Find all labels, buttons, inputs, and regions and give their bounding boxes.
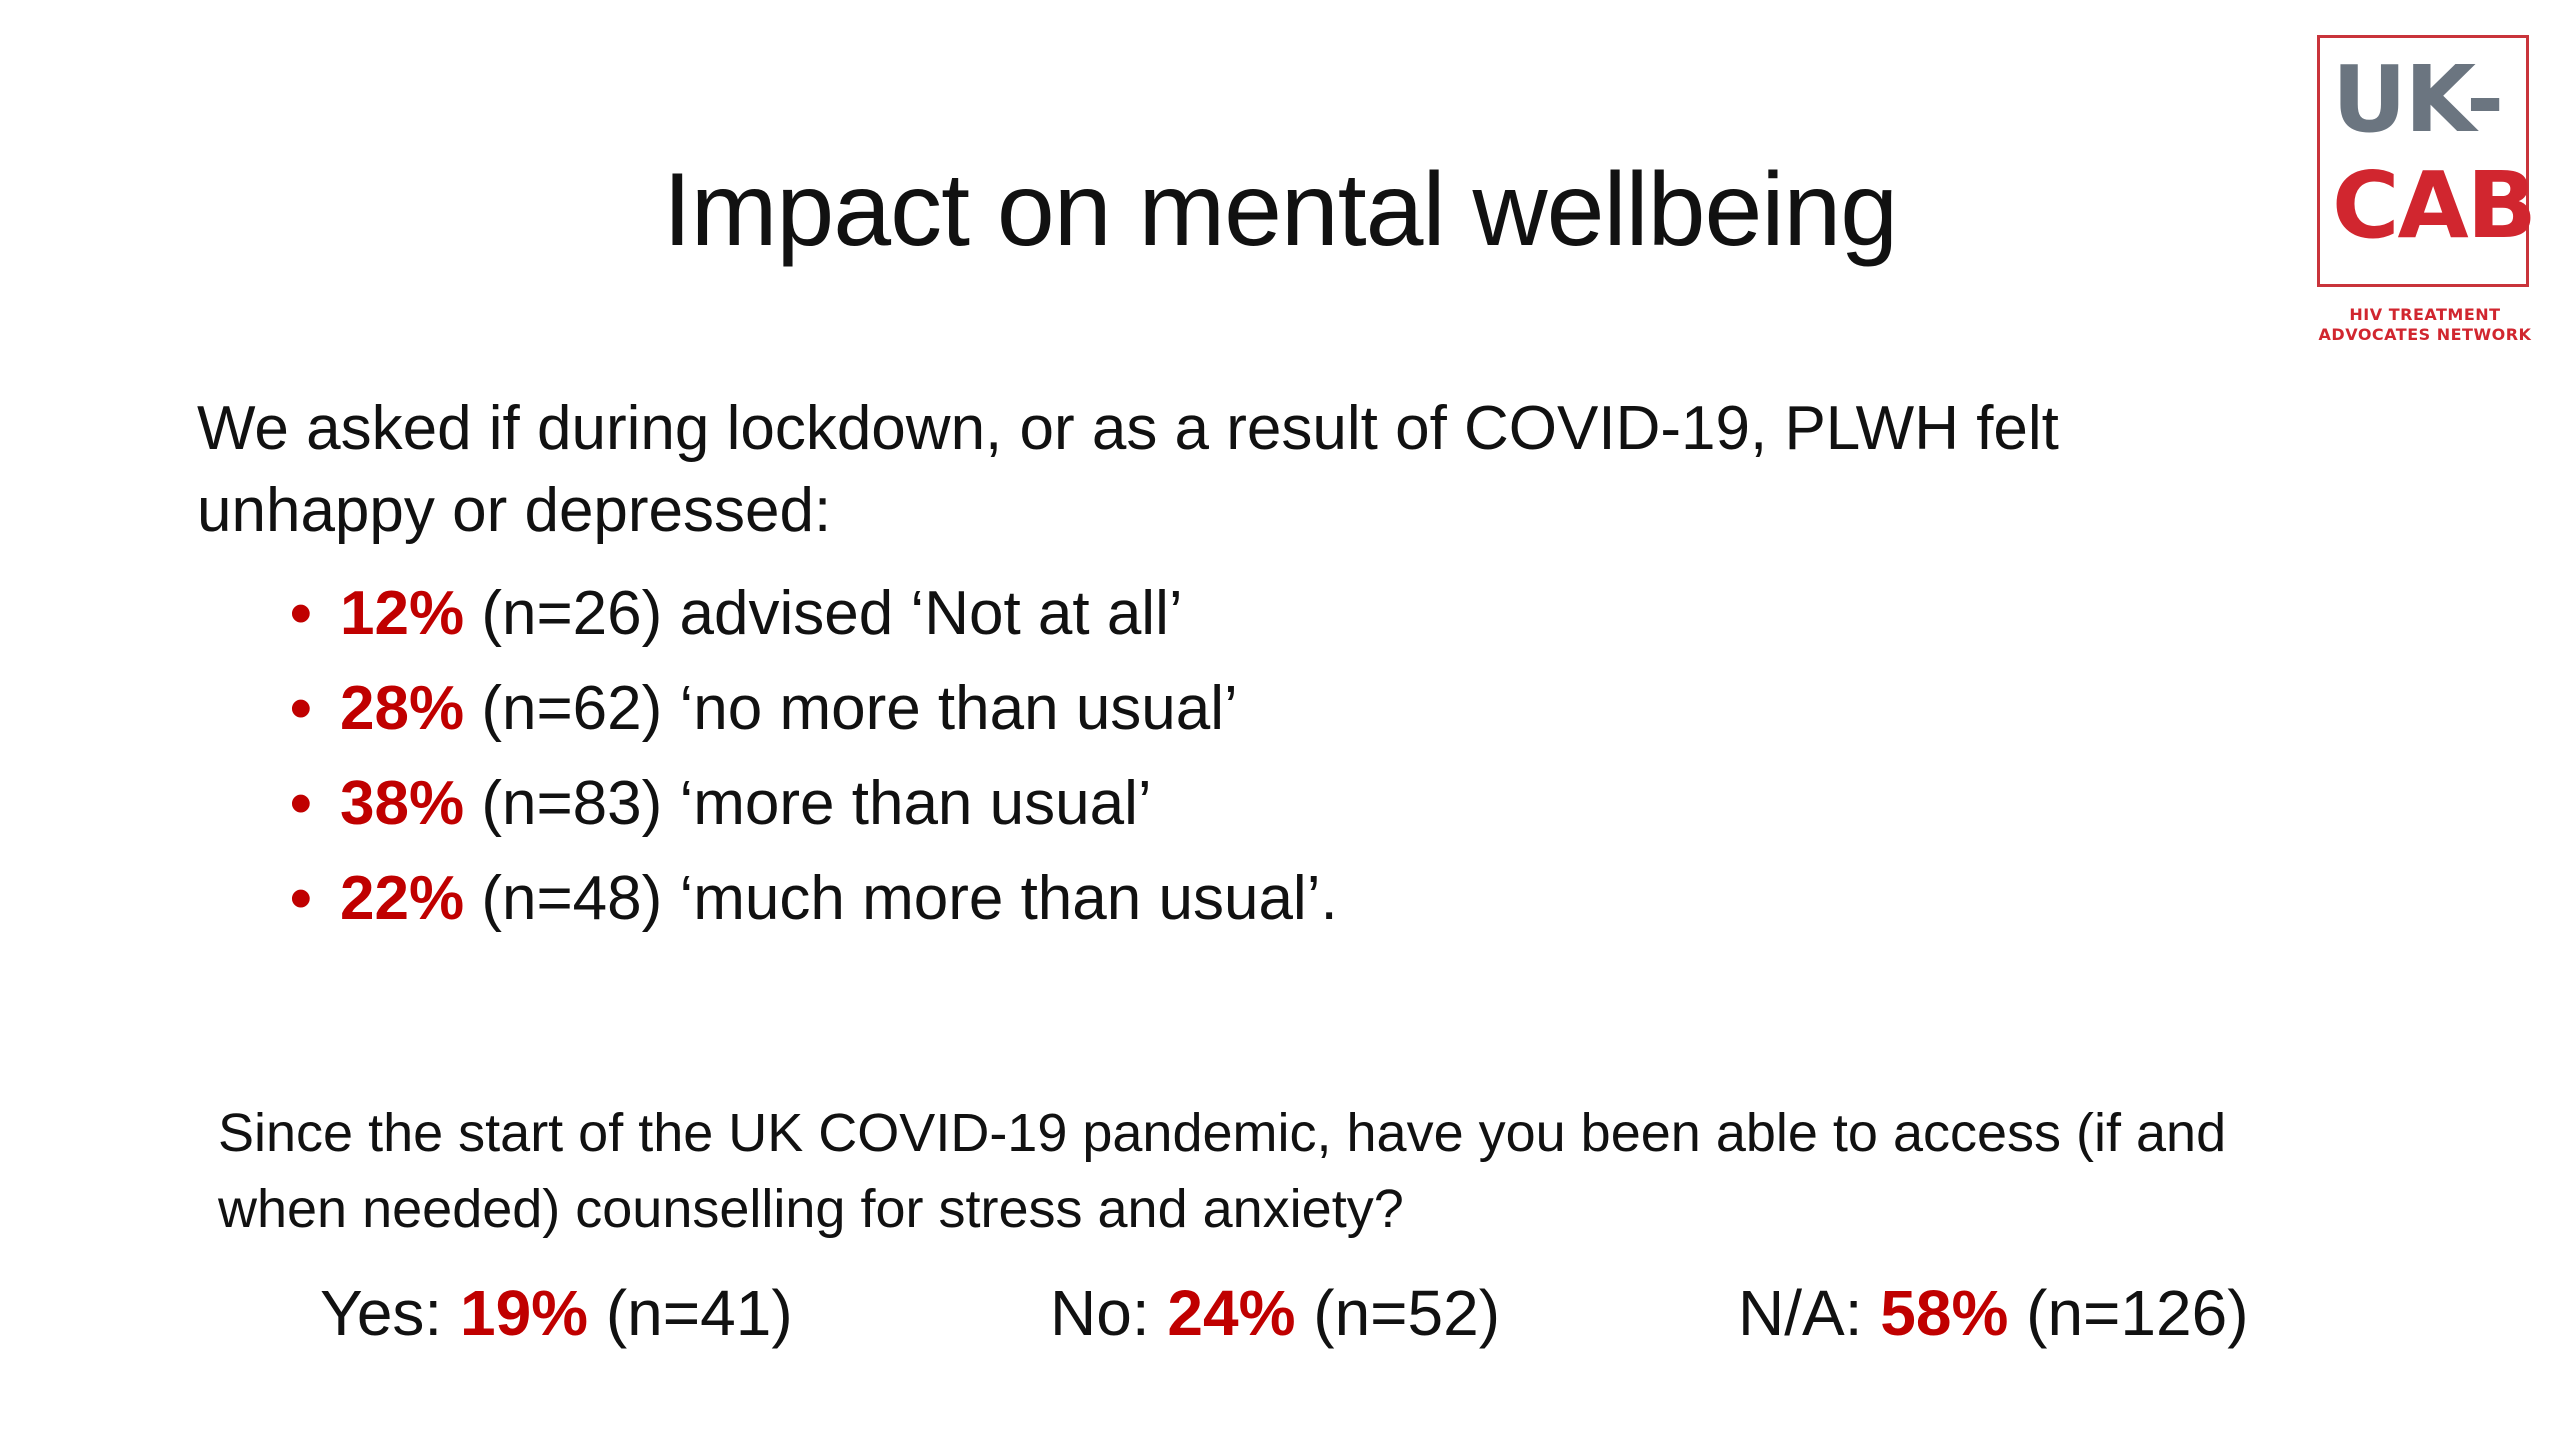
list-item: • 22% (n=48) ‘much more than usual’. <box>290 851 1338 946</box>
logo-subtitle-line1: HIV TREATMENT <box>2349 305 2501 324</box>
logo-text-cab: CAB <box>2332 152 2537 259</box>
intro-text: We asked if during lockdown, or as a res… <box>197 394 2059 545</box>
response-list: • 12% (n=26) advised ‘Not at all’ • 28% (n… <box>290 566 1338 946</box>
bullet-text: (n=83) ‘more than usual’ <box>464 769 1152 838</box>
answer-label: Yes: <box>320 1277 460 1349</box>
bullet-percent: 28% <box>340 674 465 743</box>
logo-subtitle: HIV TREATMENT ADVOCATES NETWORK <box>2315 305 2535 345</box>
bullet-text: (n=48) ‘much more than usual’. <box>464 864 1338 933</box>
answer-no: No: 24% (n=52) <box>1050 1268 1500 1358</box>
list-item: • 38% (n=83) ‘more than usual’ <box>290 756 1338 851</box>
uk-cab-logo: UK- CAB HIV TREATMENT ADVOCATES NETWORK <box>2315 35 2545 345</box>
bullet-icon: • <box>290 674 312 743</box>
answer-count: (n=126) <box>2008 1277 2249 1349</box>
logo-box: UK- CAB <box>2317 35 2537 287</box>
bullet-text: (n=62) ‘no more than usual’ <box>464 674 1238 743</box>
answer-label: No: <box>1050 1277 1168 1349</box>
answer-percent: 58% <box>1880 1277 2009 1349</box>
bullet-percent: 22% <box>340 864 465 933</box>
logo-text-uk: UK- <box>2332 46 2504 153</box>
answer-na: N/A: 58% (n=126) <box>1738 1268 2249 1358</box>
list-item: • 28% (n=62) ‘no more than usual’ <box>290 661 1338 756</box>
bullet-icon: • <box>290 579 312 648</box>
answer-label: N/A: <box>1738 1277 1881 1349</box>
bullet-percent: 38% <box>340 769 465 838</box>
bullet-icon: • <box>290 864 312 933</box>
answer-count: (n=52) <box>1295 1277 1501 1349</box>
slide-title: Impact on mental wellbeing <box>662 152 1898 268</box>
counselling-question: Since the start of the UK COVID-19 pande… <box>218 1103 2227 1239</box>
answer-row: Yes: 19% (n=41) No: 24% (n=52) N/A: 58% … <box>0 1268 2560 1358</box>
list-item: • 12% (n=26) advised ‘Not at all’ <box>290 566 1338 661</box>
answer-percent: 19% <box>459 1277 589 1349</box>
bullet-text: (n=26) advised ‘Not at all’ <box>464 579 1183 648</box>
answer-percent: 24% <box>1167 1277 1296 1349</box>
logo-subtitle-line2: ADVOCATES NETWORK <box>2318 325 2532 344</box>
bullet-icon: • <box>290 769 312 838</box>
bullet-percent: 12% <box>340 579 465 648</box>
answer-yes: Yes: 19% (n=41) <box>320 1268 793 1358</box>
answer-count: (n=41) <box>588 1277 793 1349</box>
